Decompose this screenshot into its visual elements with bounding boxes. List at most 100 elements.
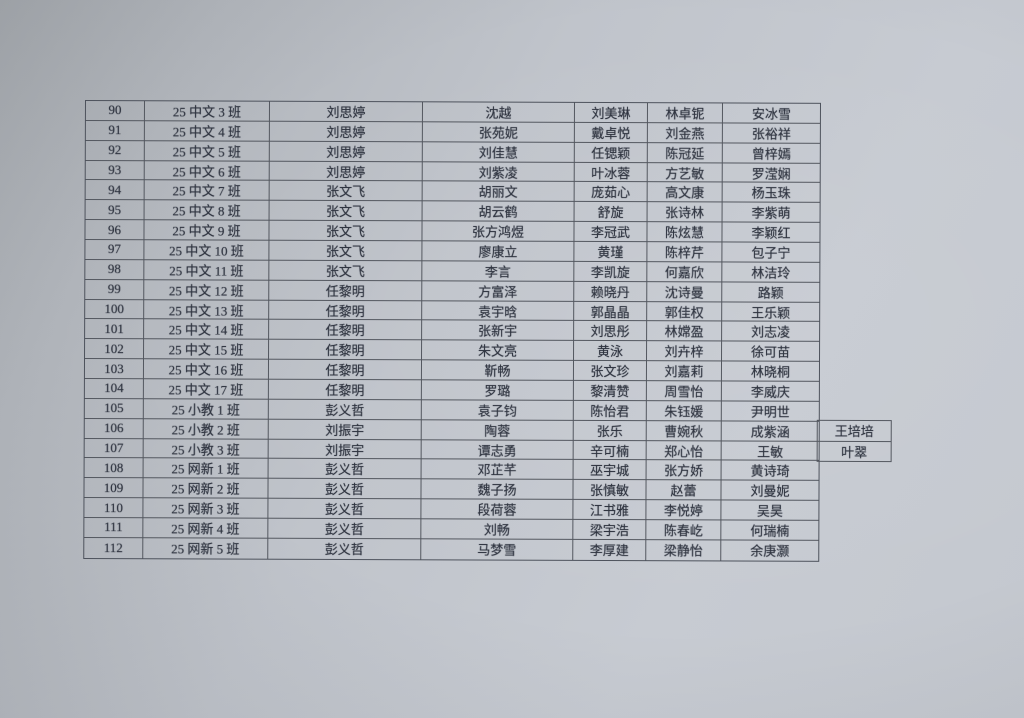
- class-name-cell: 25 中文 9 班: [144, 220, 270, 241]
- row-number-cell: 90: [85, 101, 145, 122]
- student-name-cell-2: 刘思彤: [574, 321, 648, 342]
- appended-cells-box: 王培培 叶翠: [816, 419, 892, 462]
- student-name-cell-3: 郑心怡: [646, 440, 722, 461]
- student-name-cell-1: 张新宇: [422, 320, 575, 342]
- class-name-cell: 25 中文 13 班: [144, 299, 270, 321]
- table-row: 93 25 中文 6 班刘思婷 刘紫凌 叶冰蓉 方艺敏 罗滢娴: [85, 160, 820, 184]
- class-name-cell: 25 中文 15 班: [144, 339, 270, 360]
- student-name-cell-4: 李颖红: [722, 222, 820, 243]
- student-name-cell-2: 李厚建: [573, 539, 647, 560]
- student-name-cell-1: 袁宇晗: [422, 300, 575, 322]
- counselor-name-cell: 彭义哲: [268, 399, 422, 421]
- class-name-cell: 25 中文 6 班: [144, 160, 270, 182]
- student-name-cell-3: 林卓铌: [647, 103, 723, 124]
- student-name-cell-4: 何瑞楠: [721, 520, 819, 541]
- student-name-cell-4: 张裕祥: [722, 123, 820, 144]
- student-name-cell-1: 靳畅: [421, 360, 575, 381]
- student-name-cell-2: 黄瑾: [574, 241, 648, 263]
- student-name-cell-4: 黄诗琦: [721, 460, 819, 482]
- student-name-cell-1: 胡云鹤: [422, 201, 575, 223]
- student-name-cell-4: 李紫萌: [722, 202, 820, 223]
- student-name-cell-3: 曹婉秋: [646, 420, 722, 442]
- student-name-cell-1: 邓芷芊: [421, 459, 574, 481]
- counselor-name-cell: 彭义哲: [268, 479, 422, 500]
- class-name-cell: 25 中文 12 班: [144, 279, 270, 301]
- student-name-cell-2: 刘美琳: [574, 102, 648, 124]
- counselor-name-cell: 彭义哲: [268, 538, 422, 560]
- table-row: 100 25 中文 13 班任黎明 袁宇晗 郭晶晶 郭佳权 王乐颖: [85, 299, 820, 323]
- student-name-cell-4: 林洁玲: [722, 262, 820, 283]
- student-name-cell-3: 李悦婷: [646, 500, 722, 521]
- table-row: 106 25 小教 2 班刘振宇 陶蓉 张乐 曹婉秋 成紫涵: [84, 418, 819, 442]
- table-row: 105 25 小教 1 班彭义哲 袁子钧 陈怡君 朱钰媛 尹明世: [84, 398, 819, 422]
- student-name-cell-2: 张乐: [573, 420, 647, 441]
- table-row: 98 25 中文 11 班张文飞 李言 李凯旋 何嘉欣 林洁玲: [85, 259, 820, 283]
- student-name-cell-2: 叶冰蓉: [574, 162, 648, 183]
- counselor-name-cell: 张文飞: [269, 260, 423, 282]
- counselor-name-cell: 刘振宇: [268, 439, 422, 460]
- student-name-cell-2: 陈怡君: [573, 400, 647, 421]
- row-number-cell: 103: [84, 359, 145, 380]
- table-row: 95 25 中文 8 班张文飞 胡云鹤 舒旋 张诗林 李紫萌: [85, 200, 820, 223]
- counselor-name-cell: 任黎明: [268, 379, 422, 401]
- student-name-cell-3: 方艺敏: [647, 162, 723, 183]
- student-name-cell-3: 周雪怡: [646, 381, 722, 402]
- counselor-name-cell: 彭义哲: [268, 518, 422, 540]
- student-name-cell-1: 刘畅: [421, 519, 574, 540]
- row-number-cell: 107: [84, 438, 144, 459]
- student-name-cell-1: 罗璐: [421, 380, 574, 401]
- student-name-cell-2: 张慎敏: [573, 480, 647, 501]
- counselor-name-cell: 张文飞: [269, 181, 423, 202]
- student-name-cell-2: 黄泳: [574, 341, 648, 362]
- class-name-cell: 25 网新 5 班: [143, 538, 269, 559]
- class-name-cell: 25 中文 14 班: [144, 319, 270, 341]
- student-name-cell-4: 曾梓嫣: [722, 143, 820, 164]
- table-row: 109 25 网新 2 班彭义哲 魏子扬 张慎敏 赵蕾 刘曼妮: [84, 478, 819, 502]
- student-name-cell-4: 徐可苗: [722, 341, 820, 362]
- row-number-cell: 96: [85, 220, 145, 241]
- student-name-cell-2: 黎清赞: [573, 380, 647, 402]
- counselor-name-cell: 任黎明: [269, 300, 423, 321]
- class-name-cell: 25 中文 4 班: [144, 121, 270, 142]
- student-name-cell-4: 王乐颖: [722, 302, 820, 323]
- class-name-cell: 25 小教 3 班: [143, 438, 269, 460]
- counselor-name-cell: 刘振宇: [268, 419, 422, 440]
- student-name-cell-4: 成紫涵: [721, 421, 819, 442]
- class-name-cell: 25 网新 2 班: [143, 478, 269, 499]
- counselor-name-cell: 任黎明: [269, 320, 423, 341]
- row-number-cell: 93: [85, 160, 145, 181]
- class-name-cell: 25 中文 5 班: [144, 140, 270, 162]
- student-name-cell-1: 刘佳慧: [422, 142, 575, 163]
- student-name-cell-4: 余庚灏: [750, 543, 790, 560]
- counselor-name-cell: 任黎明: [269, 280, 423, 301]
- appended-name-cell-106: 王培培: [834, 424, 874, 440]
- row-number-cell: 105: [84, 398, 144, 419]
- student-name-cell-2: 张文珍: [573, 361, 648, 382]
- table-row: 107 25 小教 3 班刘振宇 谭志勇 辛可楠 郑心怡 王敏: [84, 438, 819, 462]
- student-name-cell-4: 尹明世: [721, 401, 819, 422]
- roster-table: 90 25 中文 3 班刘思婷 沈越 刘美琳 林卓铌 安冰雪 91 25 中文 4 班刘思婷张…: [83, 100, 821, 562]
- student-name-cell-3: 张诗林: [647, 202, 723, 223]
- student-name-cell-1: 陶蓉: [421, 420, 574, 441]
- student-name-cell-3: 陈春屹: [646, 520, 722, 541]
- student-name-cell-3: 何嘉欣: [647, 262, 723, 283]
- counselor-name-cell: 刘思婷: [269, 141, 423, 162]
- student-name-cell-1: 段荷蓉: [421, 499, 574, 520]
- student-name-cell-2: 梁宇浩: [573, 519, 647, 541]
- table-row: 110 25 网新 3 班彭义哲 段荷蓉 江书雅 李悦婷 吴昊: [84, 498, 819, 521]
- table-row: 101 25 中文 14 班任黎明 张新宇 刘思彤 林嫦盈 刘志凌: [85, 319, 820, 343]
- row-number-cell: 100: [85, 299, 145, 320]
- student-name-cell-4: 包子宁: [722, 242, 820, 263]
- student-name-cell-4: 安冰雪: [722, 103, 820, 124]
- row-number-cell: 106: [84, 418, 144, 439]
- row-number-cell: 97: [85, 240, 145, 261]
- student-name-cell-3: 赵蕾: [646, 480, 722, 501]
- student-name-cell-4: 路颖: [722, 282, 820, 303]
- class-name-cell: 25 小教 1 班: [143, 399, 269, 420]
- row-number-cell: 91: [85, 120, 145, 141]
- student-name-cell-1: 方富泽: [422, 281, 575, 302]
- student-name-cell-3: 郭佳权: [647, 301, 723, 322]
- appended-name-cell-107: 叶翠: [817, 440, 891, 461]
- row-number-cell: 92: [85, 140, 145, 161]
- class-name-cell: 25 网新 3 班: [143, 498, 269, 519]
